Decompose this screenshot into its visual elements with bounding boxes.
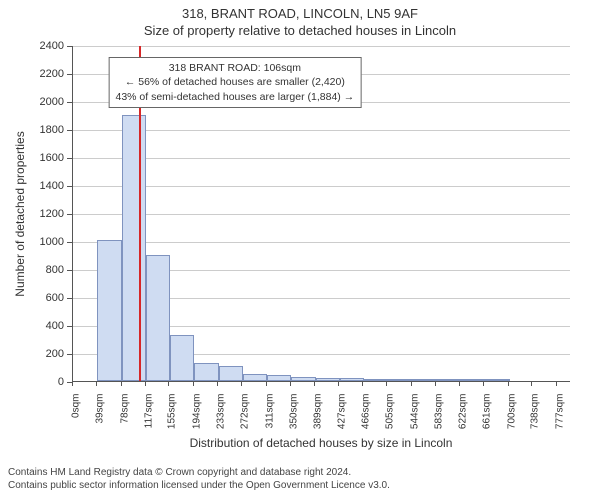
histogram-bar xyxy=(243,374,267,381)
x-tick-label: 78sqm xyxy=(119,394,130,424)
footer: Contains HM Land Registry data © Crown c… xyxy=(0,462,600,496)
x-tick-label: 622sqm xyxy=(458,394,469,430)
histogram-bar xyxy=(437,379,461,381)
histogram-bar xyxy=(340,378,364,381)
chart-container: 318, BRANT ROAD, LINCOLN, LN5 9AF Size o… xyxy=(0,0,600,500)
footer-line-2: Contains public sector information licen… xyxy=(8,479,592,492)
grid-line xyxy=(73,214,570,215)
x-tick-label: 0sqm xyxy=(71,394,82,418)
x-tick-mark xyxy=(386,381,387,386)
y-tick-label: 2000 xyxy=(24,96,64,108)
x-tick-label: 155sqm xyxy=(167,394,178,430)
y-tick-label: 600 xyxy=(24,292,64,304)
x-tick-mark xyxy=(459,381,460,386)
x-tick-mark xyxy=(338,381,339,386)
y-tick-label: 0 xyxy=(24,376,64,388)
x-tick-mark xyxy=(531,381,532,386)
histogram-bar xyxy=(486,379,510,381)
histogram-bar xyxy=(316,378,340,382)
x-tick-label: 350sqm xyxy=(288,394,299,430)
x-tick-mark xyxy=(72,381,73,386)
y-tick-label: 1200 xyxy=(24,208,64,220)
grid-line xyxy=(73,158,570,159)
histogram-bar xyxy=(389,379,413,381)
histogram-bar xyxy=(97,240,121,381)
y-tick-label: 1400 xyxy=(24,180,64,192)
title-block: 318, BRANT ROAD, LINCOLN, LN5 9AF Size o… xyxy=(0,0,600,40)
grid-line xyxy=(73,130,570,131)
plot-wrap: Number of detached properties 0200400600… xyxy=(0,46,600,462)
x-axis-label: Distribution of detached houses by size … xyxy=(72,436,570,450)
annotation-line: ← 56% of detached houses are smaller (2,… xyxy=(115,75,354,89)
x-tick-label: 427sqm xyxy=(336,394,347,430)
y-tick-label: 1000 xyxy=(24,236,64,248)
x-tick-label: 194sqm xyxy=(191,394,202,430)
x-tick-mark xyxy=(96,381,97,386)
x-tick-label: 389sqm xyxy=(313,394,324,430)
x-tick-label: 544sqm xyxy=(409,394,420,430)
x-tick-label: 661sqm xyxy=(482,394,493,430)
x-tick-label: 738sqm xyxy=(530,394,541,430)
y-tick-label: 1800 xyxy=(24,124,64,136)
y-tick-label: 200 xyxy=(24,348,64,360)
x-tick-label: 466sqm xyxy=(361,394,372,430)
title-line-1: 318, BRANT ROAD, LINCOLN, LN5 9AF xyxy=(0,6,600,23)
x-tick-mark xyxy=(121,381,122,386)
title-line-2: Size of property relative to detached ho… xyxy=(0,23,600,40)
histogram-bar xyxy=(122,115,146,381)
x-tick-label: 233sqm xyxy=(216,394,227,430)
histogram-bar xyxy=(146,255,170,381)
x-tick-mark xyxy=(556,381,557,386)
x-tick-mark xyxy=(193,381,194,386)
x-tick-mark xyxy=(290,381,291,386)
histogram-bar xyxy=(291,377,315,381)
histogram-bar xyxy=(461,379,485,381)
histogram-bar xyxy=(194,363,218,381)
x-tick-mark xyxy=(168,381,169,386)
histogram-bar xyxy=(170,335,194,381)
x-tick-mark xyxy=(362,381,363,386)
x-tick-label: 39sqm xyxy=(95,394,106,424)
x-tick-label: 311sqm xyxy=(264,394,275,429)
y-tick-label: 800 xyxy=(24,264,64,276)
x-tick-mark xyxy=(145,381,146,386)
x-tick-mark xyxy=(241,381,242,386)
x-tick-mark xyxy=(411,381,412,386)
x-tick-label: 583sqm xyxy=(433,394,444,430)
y-tick-label: 1600 xyxy=(24,152,64,164)
y-tick-label: 2200 xyxy=(24,68,64,80)
x-tick-area: 0sqm 39sqm 78sqm 117sqm 155sqm 194sqm 233sqm 27… xyxy=(72,382,570,442)
x-tick-mark xyxy=(217,381,218,386)
annotation-line: 318 BRANT ROAD: 106sqm xyxy=(115,61,354,75)
x-tick-label: 272sqm xyxy=(240,394,251,430)
grid-line xyxy=(73,186,570,187)
x-tick-mark xyxy=(435,381,436,386)
x-tick-label: 117sqm xyxy=(143,394,154,429)
grid-line xyxy=(73,242,570,243)
histogram-bar xyxy=(364,379,388,381)
y-tick-label: 400 xyxy=(24,320,64,332)
x-tick-mark xyxy=(314,381,315,386)
footer-line-1: Contains HM Land Registry data © Crown c… xyxy=(8,466,592,479)
x-tick-label: 700sqm xyxy=(506,394,517,430)
grid-line xyxy=(73,46,570,47)
annotation-line: 43% of semi-detached houses are larger (… xyxy=(115,90,354,104)
x-tick-label: 505sqm xyxy=(385,394,396,430)
x-tick-mark xyxy=(266,381,267,386)
y-tick-label: 2400 xyxy=(24,40,64,52)
histogram-bar xyxy=(413,379,437,381)
plot-area: 318 BRANT ROAD: 106sqm← 56% of detached … xyxy=(72,46,570,382)
annotation-box: 318 BRANT ROAD: 106sqm← 56% of detached … xyxy=(108,57,361,108)
histogram-bar xyxy=(267,375,291,381)
x-tick-mark xyxy=(508,381,509,386)
x-tick-mark xyxy=(483,381,484,386)
histogram-bar xyxy=(219,366,243,381)
x-tick-label: 777sqm xyxy=(554,394,565,430)
